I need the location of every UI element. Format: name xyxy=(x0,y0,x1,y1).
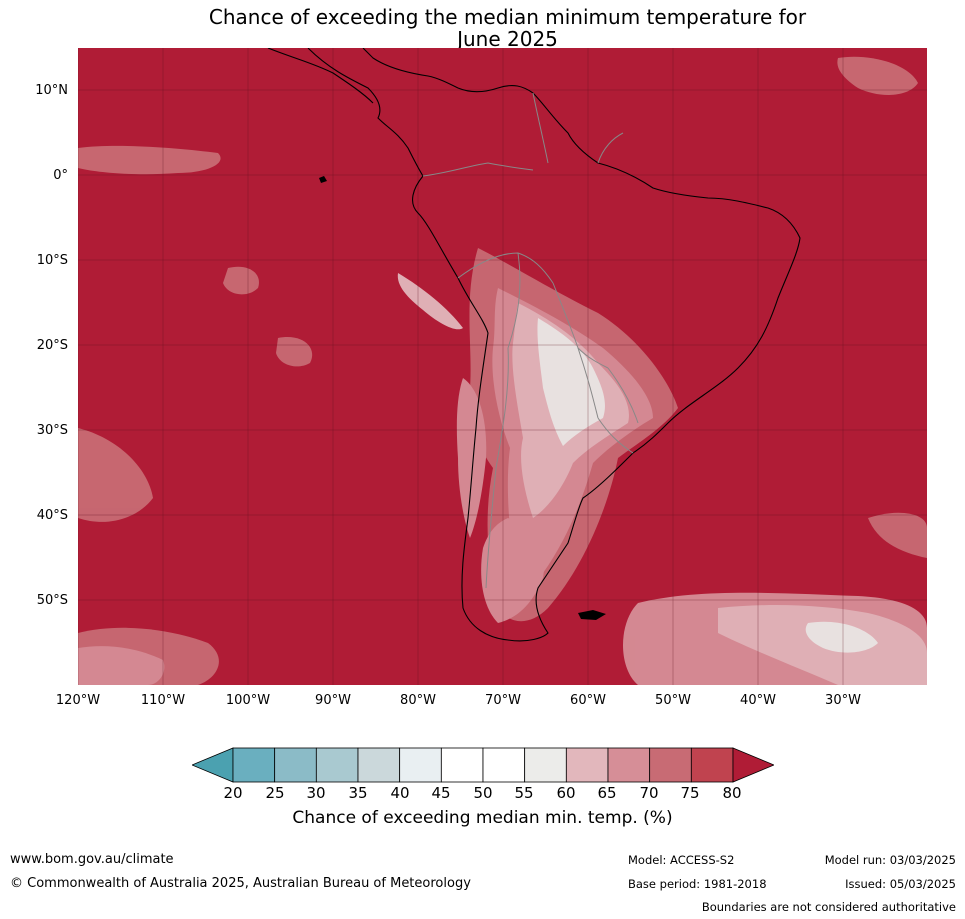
pacific-low-zone-1 xyxy=(223,266,259,295)
colorbar-segment xyxy=(315,747,359,783)
lat-tick-30s: 30°S xyxy=(36,423,68,438)
east-ocean-low-zone xyxy=(868,512,927,558)
colorbar-segment xyxy=(524,747,567,783)
colorbar-segment xyxy=(649,747,692,783)
colorbar-segment xyxy=(399,747,442,783)
lon-tick-70w: 70°W xyxy=(485,693,521,708)
lat-tick-20s: 20°S xyxy=(36,338,68,353)
colorbar-label-60: 60 xyxy=(556,784,576,802)
base-period: Base period: 1981-2018 xyxy=(628,877,767,891)
lon-tick-110w: 110°W xyxy=(140,693,186,708)
southern-ocean-neutral-zone xyxy=(805,621,878,653)
colorbar-segment xyxy=(565,747,609,783)
lon-tick-60w: 60°W xyxy=(570,693,606,708)
peru-coast-streak xyxy=(397,273,463,330)
model-name: Model: ACCESS-S2 xyxy=(628,853,735,867)
colorbar-extension-high xyxy=(732,747,774,783)
colorbar-label-70: 70 xyxy=(639,784,659,802)
issued-date: Issued: 05/03/2025 xyxy=(845,877,956,891)
model-run-date: Model run: 03/03/2025 xyxy=(824,853,956,867)
copyright-text: © Commonwealth of Australia 2025, Austra… xyxy=(10,876,471,891)
lat-tick-40s: 40°S xyxy=(36,508,68,523)
website-link[interactable]: www.bom.gov.au/climate xyxy=(10,852,174,867)
colorbar-label-25: 25 xyxy=(265,784,285,802)
colorbar-extension-low xyxy=(192,747,234,783)
colorbar-label-75: 75 xyxy=(680,784,700,802)
boundaries-disclaimer: Boundaries are not considered authoritat… xyxy=(701,900,956,914)
lon-tick-80w: 80°W xyxy=(400,693,436,708)
lat-tick-10s: 10°S xyxy=(36,253,68,268)
colorbar-segment xyxy=(482,747,526,783)
lat-tick-0: 0° xyxy=(53,168,68,183)
falkland-islands xyxy=(578,610,606,620)
galapagos-islands xyxy=(319,176,327,183)
lat-tick-50s: 50°S xyxy=(36,593,68,608)
colorbar-label-55: 55 xyxy=(514,784,534,802)
probability-map xyxy=(78,48,927,685)
map-title-line1: Chance of exceeding the median minimum t… xyxy=(208,5,807,29)
colorbar-label-50: 50 xyxy=(473,784,493,802)
colorbar-segment xyxy=(357,747,401,783)
colorbar-segment xyxy=(274,747,317,783)
colorbar-segment xyxy=(607,747,651,783)
lon-tick-30w: 30°W xyxy=(825,693,861,708)
sw-ocean-mid-zone xyxy=(78,646,165,685)
colorbar-segment xyxy=(232,747,276,783)
country-borders xyxy=(422,92,639,589)
pacific-low-zone-2 xyxy=(276,337,313,367)
colorbar-label-35: 35 xyxy=(348,784,368,802)
colorbar-title: Chance of exceeding median min. temp. (%… xyxy=(292,808,673,828)
colorbar-label-20: 20 xyxy=(223,784,243,802)
lon-tick-40w: 40°W xyxy=(740,693,776,708)
west-ocean-low-zone xyxy=(78,428,153,522)
central-america-coast xyxy=(267,48,374,104)
lat-tick-10n: 10°N xyxy=(35,83,68,98)
lon-tick-50w: 50°W xyxy=(655,693,691,708)
lon-tick-90w: 90°W xyxy=(315,693,351,708)
chile-coast-low-zone xyxy=(456,378,487,538)
lon-tick-100w: 100°W xyxy=(225,693,271,708)
equatorial-ocean-low-zone xyxy=(78,145,221,175)
map-title-line2: June 2025 xyxy=(457,27,558,51)
colorbar-label-40: 40 xyxy=(390,784,410,802)
colorbar-label-65: 65 xyxy=(597,784,617,802)
coastline xyxy=(307,48,801,642)
colorbar-segment xyxy=(690,747,734,783)
ne-ocean-low-zone xyxy=(837,56,918,95)
patagonia-low-zone xyxy=(481,518,544,623)
graticule xyxy=(78,48,927,685)
probability-patches xyxy=(78,56,927,685)
colorbar-label-30: 30 xyxy=(306,784,326,802)
colorbar-label-80: 80 xyxy=(722,784,742,802)
colorbar xyxy=(192,747,774,783)
colorbar-label-45: 45 xyxy=(431,784,451,802)
lon-tick-120w: 120°W xyxy=(55,693,101,708)
colorbar-segment xyxy=(440,747,484,783)
